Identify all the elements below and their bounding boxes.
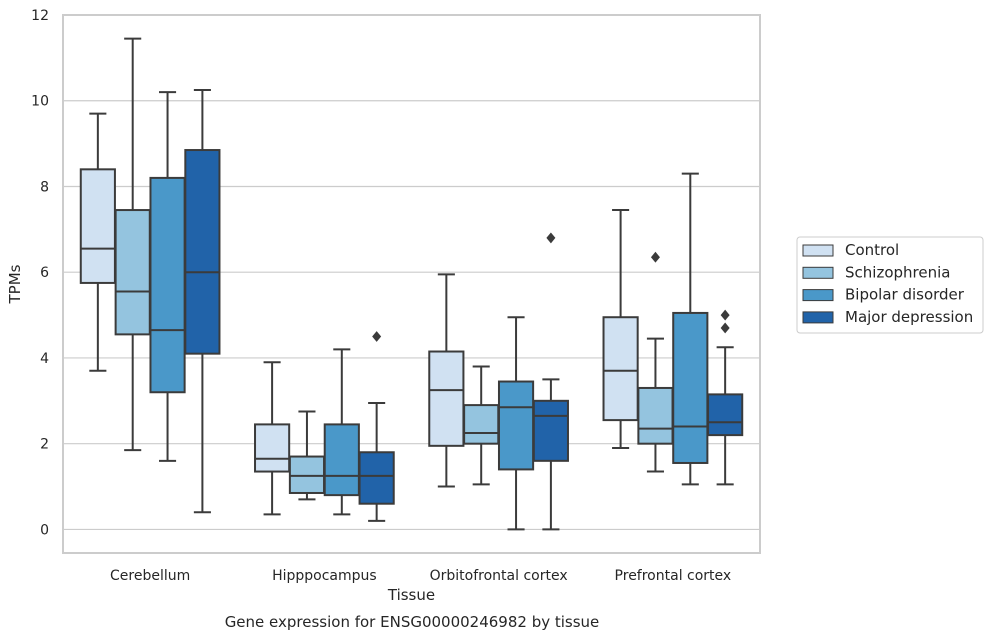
y-tick-label: 6 <box>40 265 49 281</box>
box-0-3 <box>602 209 639 449</box>
outlier-point <box>372 331 382 342</box>
outlier-point <box>546 232 556 244</box>
box-2-3 <box>672 172 709 486</box>
box-iqr <box>672 311 709 464</box>
box-2-0 <box>149 91 186 462</box>
legend-label: Control <box>845 241 899 259</box>
y-tick-label: 12 <box>31 8 49 24</box>
box-iqr <box>184 149 221 355</box>
box-0-1 <box>254 361 291 516</box>
box-3-3 <box>707 309 744 486</box>
legend-swatch <box>802 244 834 257</box>
box-iqr <box>497 380 535 471</box>
legend-label: Bipolar disorder <box>845 286 965 304</box>
box-1-3 <box>637 251 674 473</box>
box-3-2 <box>532 232 569 531</box>
x-axis-label: Tissue <box>387 586 435 604</box>
outlier-point <box>650 251 660 263</box>
legend-swatch <box>802 289 834 302</box>
box-2-2 <box>497 316 535 531</box>
box-iqr <box>602 316 639 422</box>
box-iqr <box>707 393 744 437</box>
box-iqr <box>358 451 395 505</box>
box-iqr <box>532 399 569 462</box>
legend-label: Major depression <box>845 308 973 326</box>
box-iqr <box>114 209 151 336</box>
outlier-point <box>720 322 730 334</box>
legend-label: Schizophrenia <box>845 263 950 281</box>
x-axis-ticks: Cerebellum Hipppocampus Orbitofrontal cort… <box>110 568 731 584</box>
plot-boxes <box>79 37 744 531</box>
legend: Control Schizophrenia Bipolar disorder Majo… <box>796 236 984 334</box>
box-1-2 <box>463 365 500 486</box>
box-2-1 <box>323 348 360 516</box>
box-0-2 <box>428 273 465 488</box>
y-axis-label: TPMs <box>6 264 24 304</box>
y-tick-label: 4 <box>40 351 49 367</box>
box-iqr <box>463 404 500 445</box>
legend-swatch <box>802 311 834 324</box>
box-iqr <box>288 455 326 494</box>
box-3-0 <box>184 89 221 514</box>
x-tick-label: Orbitofrontal cortex <box>430 568 568 584</box>
y-axis-ticks: 0 2 4 6 8 10 12 <box>31 8 49 538</box>
y-tick-label: 10 <box>31 94 49 110</box>
box-3-1 <box>358 331 395 522</box>
x-tick-label: Prefrontal cortex <box>615 568 732 584</box>
box-iqr <box>79 168 116 284</box>
box-1-1 <box>288 410 326 501</box>
y-tick-label: 0 <box>40 522 49 538</box>
box-iqr <box>637 386 674 445</box>
y-tick-label: 2 <box>40 437 49 453</box>
plot-frame <box>62 14 761 554</box>
box-0-0 <box>79 112 116 372</box>
y-tick-label: 8 <box>40 179 49 195</box>
box-iqr <box>323 423 360 497</box>
outlier-point <box>720 309 730 321</box>
x-tick-label: Cerebellum <box>110 568 190 584</box>
legend-frame <box>796 236 984 334</box>
chart-title: Gene expression for ENSG00000246982 by t… <box>225 613 600 631</box>
box-iqr <box>149 176 186 394</box>
box-iqr <box>428 350 465 447</box>
box-1-0 <box>114 37 151 452</box>
legend-swatch <box>802 266 834 279</box>
box-iqr <box>254 423 291 473</box>
x-tick-label: Hipppocampus <box>272 568 377 584</box>
